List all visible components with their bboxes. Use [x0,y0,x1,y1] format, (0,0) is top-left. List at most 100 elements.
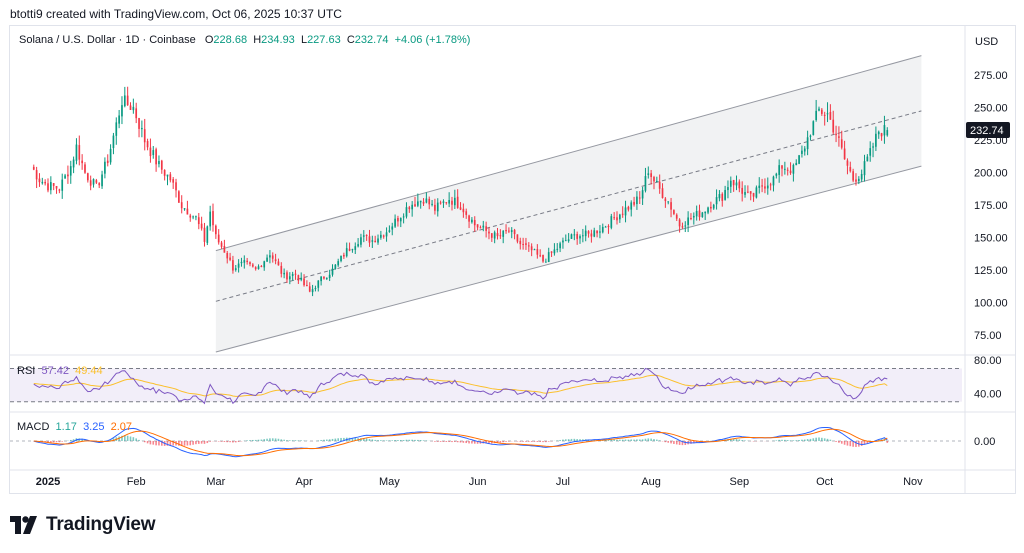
macd-hist-bar [149,441,152,445]
macd-hist-bar [485,441,487,444]
macd-hist-bar [405,439,408,441]
macd-hist-bar [61,441,64,442]
macd-hist-bar [374,439,376,441]
macd-hist-bar [365,438,368,441]
candle-body [533,249,536,251]
macd-hist-bar [234,441,237,443]
macd-hist-bar [112,438,115,441]
macd-hist-bar [368,439,371,441]
macd-hist-bar [422,440,425,441]
macd-hist-bar [812,438,815,441]
channel-upper-line [215,55,922,252]
candle-body [732,180,735,186]
macd-hist-bar [539,441,541,442]
macd-hist-bar [488,441,490,444]
rsi-value: 57.42 [41,365,69,377]
candle-body [263,261,266,268]
macd-hist-bar [343,437,345,441]
time-tick-label: Sep [730,476,750,488]
candle-body [414,204,416,207]
macd-hist-bar [801,439,803,441]
candle-body [178,191,180,203]
macd-hist-bar [624,439,627,441]
macd-hist-bar [818,437,820,441]
macd-hist-bar [417,439,419,441]
macd-hist-bar [331,438,334,441]
chart-author-header: btotti9 created with TradingView.com, Oc… [10,7,342,21]
time-tick-label: Apr [295,476,312,488]
axes: 75.00 100.00 125.00 150.00 175.00 200.00 225.0… [10,26,1015,493]
macd-hist-bar [886,441,889,443]
candle-body [288,276,291,280]
rsi-ma-value: 49.44 [75,365,103,377]
candle-body [778,165,781,175]
candle-body [840,139,843,148]
macd-hist-bar [835,441,837,442]
macd-label: MACD [17,421,50,433]
candle-body [530,246,533,251]
candle-body [536,249,539,255]
macd-hist-bar [476,441,479,444]
candle-body [547,252,550,262]
candle-body [203,227,206,242]
candle-body [246,260,248,262]
candle-body [351,249,354,251]
candle-body [328,274,331,279]
candle-body [678,219,681,227]
macd-hist-bar [183,441,186,446]
candle-body [570,234,573,239]
candle-body [32,166,35,170]
candle-body [764,186,766,189]
candle-body [75,144,78,161]
rsi-tick-label: 80.00 [974,355,1002,367]
currency-button[interactable]: USD [975,36,999,48]
macd-hist-bar [673,441,675,444]
macd-hist-bar [667,441,670,443]
macd-hist-bar [135,438,137,441]
macd-hist-bar [877,439,880,441]
macd-hist-bar [439,441,442,442]
candle-body [348,248,351,251]
macd-hist-bar [377,440,379,441]
macd-hist-bar [47,441,49,443]
change-value: +4.06 (+1.78%) [394,34,471,46]
time-tick-label: Mar [206,476,225,488]
candle-body [758,185,761,188]
candle-body [365,234,368,236]
candle-body [550,251,553,253]
candle-body [670,202,672,210]
tradingview-logo-icon [10,516,37,534]
candle-body [775,173,778,176]
candle-body [596,230,598,234]
candle-body [729,180,732,187]
candle-body [436,202,439,212]
candle-body [206,226,209,243]
candle-body [795,162,798,166]
macd-hist-bar [738,439,741,441]
candle-body [496,233,499,237]
candle-body [542,255,544,262]
candle-body [382,235,385,237]
macd-hist-bar [573,438,576,441]
macd-hist-bar [328,439,331,441]
candle-body [84,164,86,173]
candle-body [502,230,505,237]
macd-hist-bar [499,441,502,443]
macd-hist-bar [613,439,615,441]
macd-hist-bar [451,441,453,443]
candle-body [692,215,695,218]
macd-hist-bar [283,439,285,441]
candle-body [445,202,448,204]
candle-body [334,264,337,270]
candle-body [886,130,889,136]
tradingview-logo[interactable]: TradingView [10,513,156,537]
candle-body [226,252,229,259]
macd-hist-bar [593,439,596,441]
macd-hist-bar [294,440,297,441]
macd-hist-bar [260,439,263,441]
candle-body [234,268,237,270]
macd-hist-bar [792,440,795,441]
candle-body [710,206,712,209]
candle-body [789,170,792,174]
